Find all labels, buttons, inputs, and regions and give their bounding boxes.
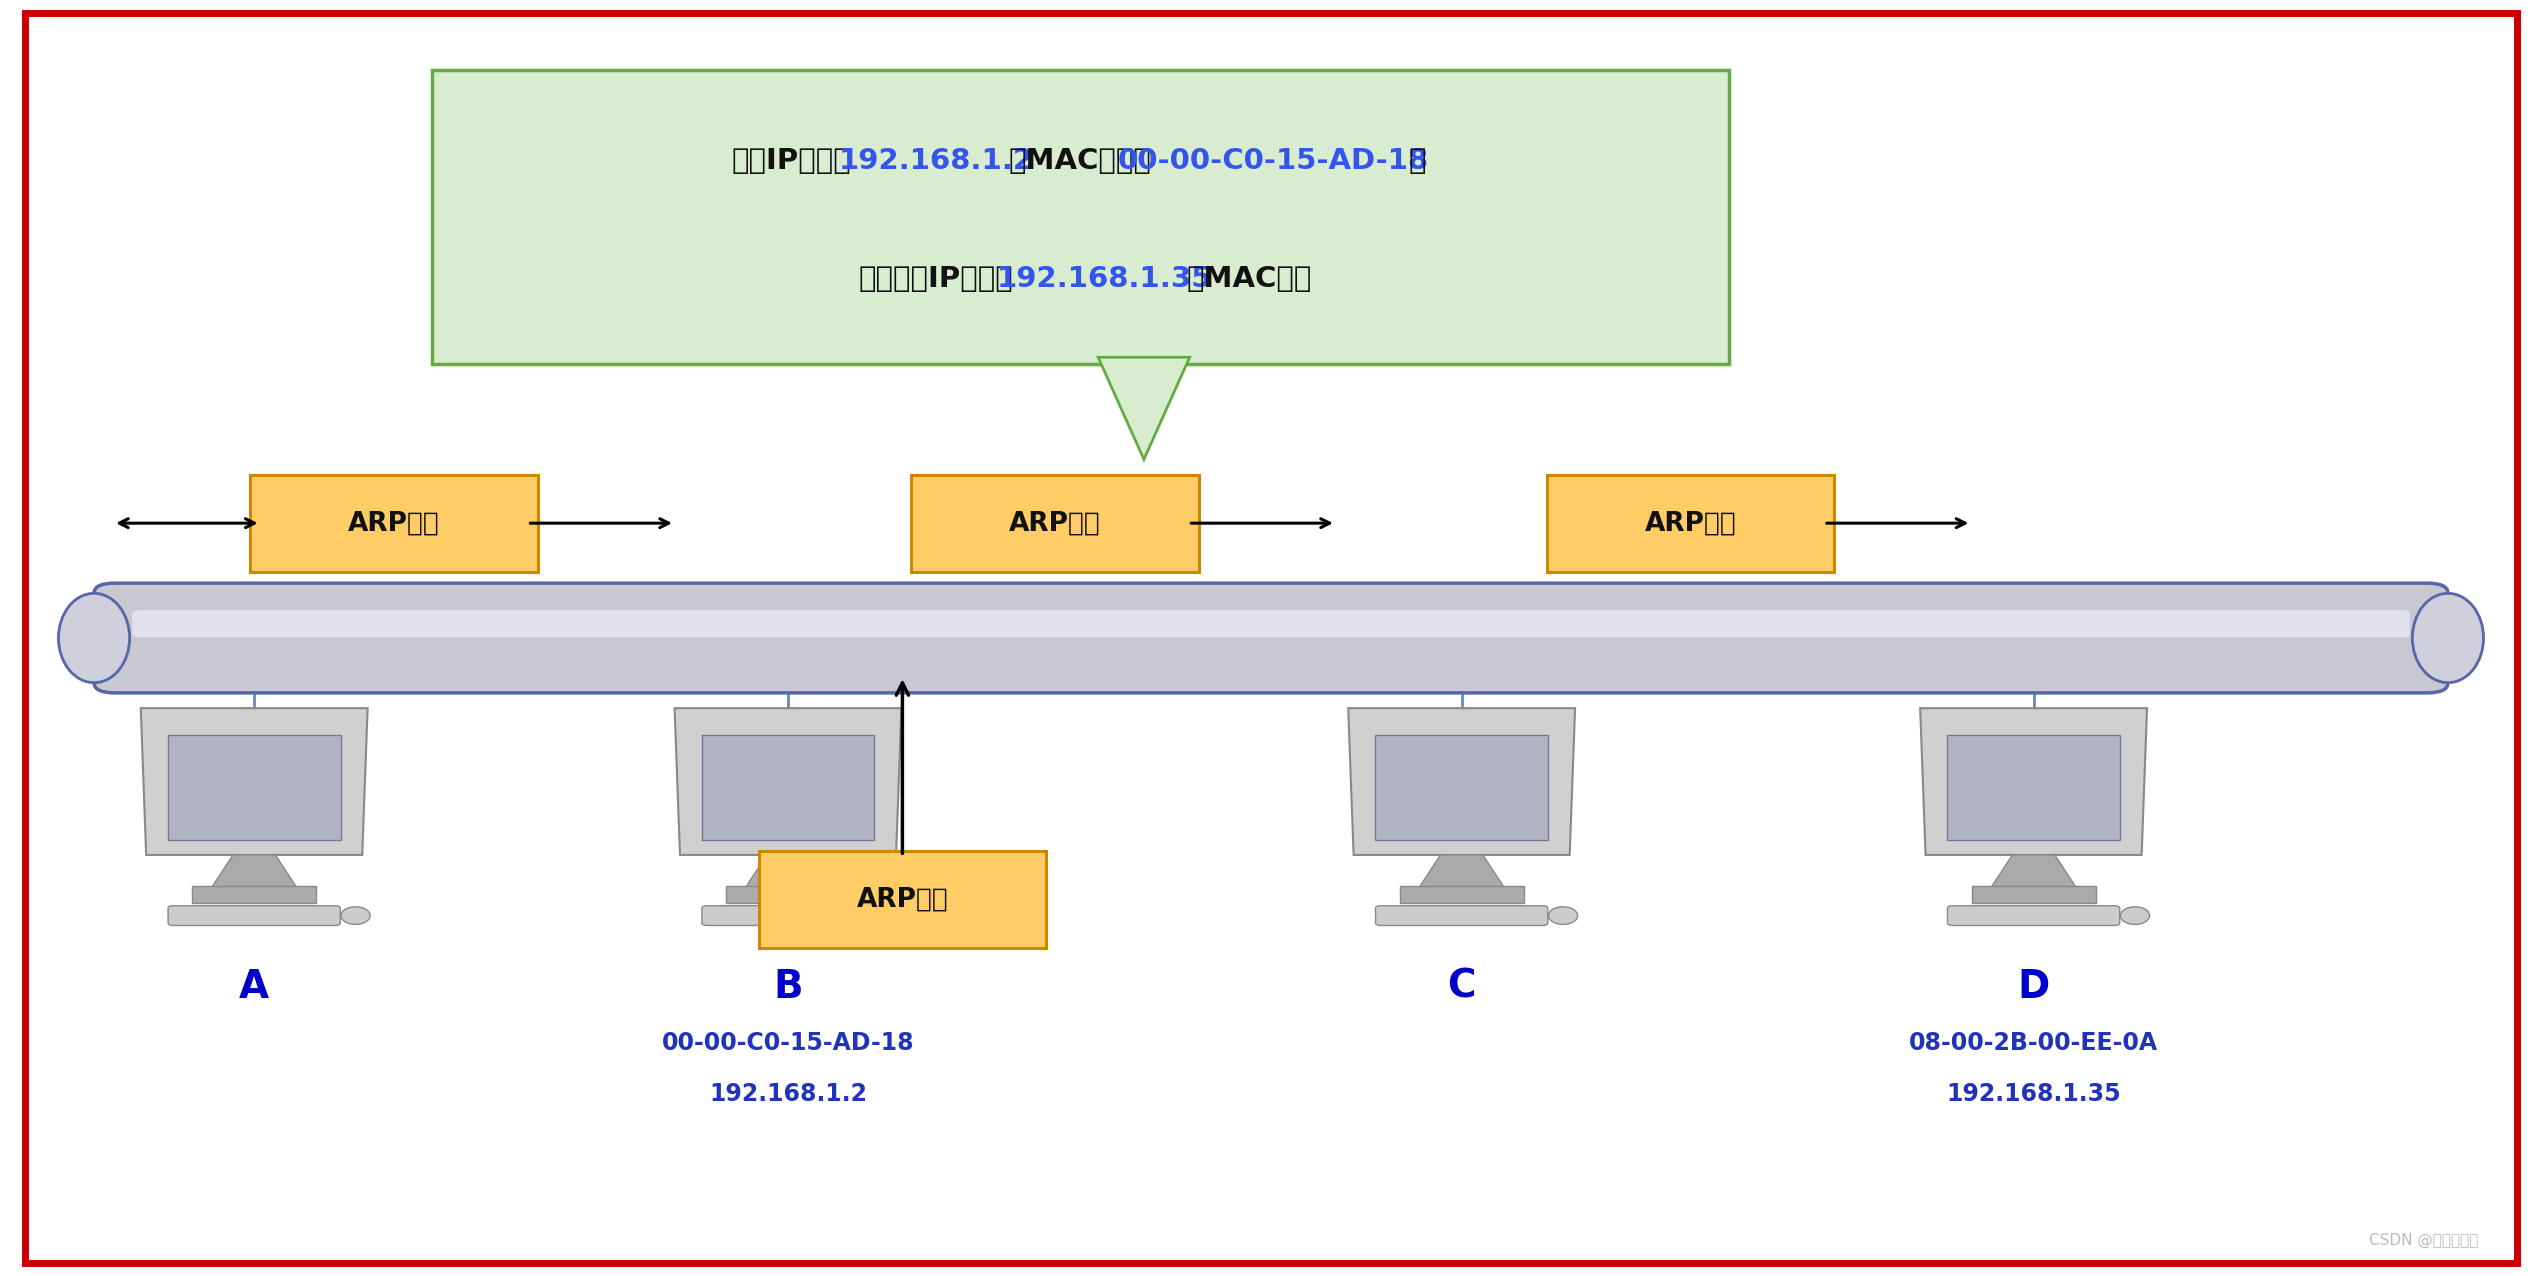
FancyBboxPatch shape bbox=[727, 886, 849, 903]
Text: 的MAC地址: 的MAC地址 bbox=[1187, 264, 1312, 292]
FancyBboxPatch shape bbox=[758, 851, 1047, 948]
Polygon shape bbox=[745, 855, 831, 887]
Ellipse shape bbox=[341, 907, 371, 924]
Text: D: D bbox=[2018, 967, 2049, 1005]
Ellipse shape bbox=[1548, 907, 1579, 924]
Polygon shape bbox=[1098, 357, 1190, 459]
Polygon shape bbox=[1947, 735, 2120, 841]
FancyBboxPatch shape bbox=[910, 475, 1200, 572]
Ellipse shape bbox=[58, 593, 130, 683]
Text: ，: ， bbox=[1408, 147, 1426, 175]
Text: 我的IP地址是: 我的IP地址是 bbox=[732, 147, 852, 175]
Polygon shape bbox=[1347, 708, 1576, 855]
FancyBboxPatch shape bbox=[249, 475, 539, 572]
Ellipse shape bbox=[2412, 593, 2484, 683]
Text: 192.168.1.35: 192.168.1.35 bbox=[1947, 1082, 2120, 1106]
FancyBboxPatch shape bbox=[1546, 475, 1835, 572]
Polygon shape bbox=[211, 855, 297, 887]
FancyBboxPatch shape bbox=[94, 583, 2448, 693]
Text: 192.168.1.35: 192.168.1.35 bbox=[996, 264, 1213, 292]
Polygon shape bbox=[1375, 735, 1548, 841]
Text: B: B bbox=[773, 967, 803, 1005]
Text: 00-00-C0-15-AD-18: 00-00-C0-15-AD-18 bbox=[1118, 147, 1429, 175]
Text: 192.168.1.2: 192.168.1.2 bbox=[839, 147, 1035, 175]
FancyBboxPatch shape bbox=[132, 610, 2410, 638]
Polygon shape bbox=[168, 735, 341, 841]
Text: 00-00-C0-15-AD-18: 00-00-C0-15-AD-18 bbox=[661, 1031, 915, 1055]
Text: A: A bbox=[239, 967, 269, 1005]
Text: ，MAC地址是: ，MAC地址是 bbox=[1009, 147, 1152, 175]
FancyBboxPatch shape bbox=[1375, 906, 1548, 925]
Polygon shape bbox=[1418, 855, 1505, 887]
Polygon shape bbox=[1919, 708, 2148, 855]
Text: ARP请求: ARP请求 bbox=[1645, 510, 1736, 536]
Text: CSDN @菜籽爱编程: CSDN @菜籽爱编程 bbox=[2369, 1233, 2478, 1248]
FancyBboxPatch shape bbox=[1401, 886, 1523, 903]
Text: 192.168.1.2: 192.168.1.2 bbox=[709, 1082, 867, 1106]
FancyBboxPatch shape bbox=[1947, 906, 2120, 925]
Polygon shape bbox=[1990, 855, 2077, 887]
FancyBboxPatch shape bbox=[432, 70, 1729, 364]
Ellipse shape bbox=[874, 907, 905, 924]
Text: ARP请求: ARP请求 bbox=[348, 510, 440, 536]
Text: 08-00-2B-00-EE-0A: 08-00-2B-00-EE-0A bbox=[1909, 1031, 2158, 1055]
Polygon shape bbox=[674, 708, 902, 855]
Text: ARP请求: ARP请求 bbox=[857, 887, 948, 912]
Polygon shape bbox=[140, 708, 369, 855]
Ellipse shape bbox=[2120, 907, 2151, 924]
FancyBboxPatch shape bbox=[193, 886, 315, 903]
Text: 我想知道IP地址为: 我想知道IP地址为 bbox=[859, 264, 1014, 292]
Text: C: C bbox=[1446, 967, 1477, 1005]
FancyBboxPatch shape bbox=[1973, 886, 2095, 903]
Text: ARP请求: ARP请求 bbox=[1009, 510, 1101, 536]
Polygon shape bbox=[702, 735, 874, 841]
FancyBboxPatch shape bbox=[702, 906, 874, 925]
FancyBboxPatch shape bbox=[168, 906, 341, 925]
